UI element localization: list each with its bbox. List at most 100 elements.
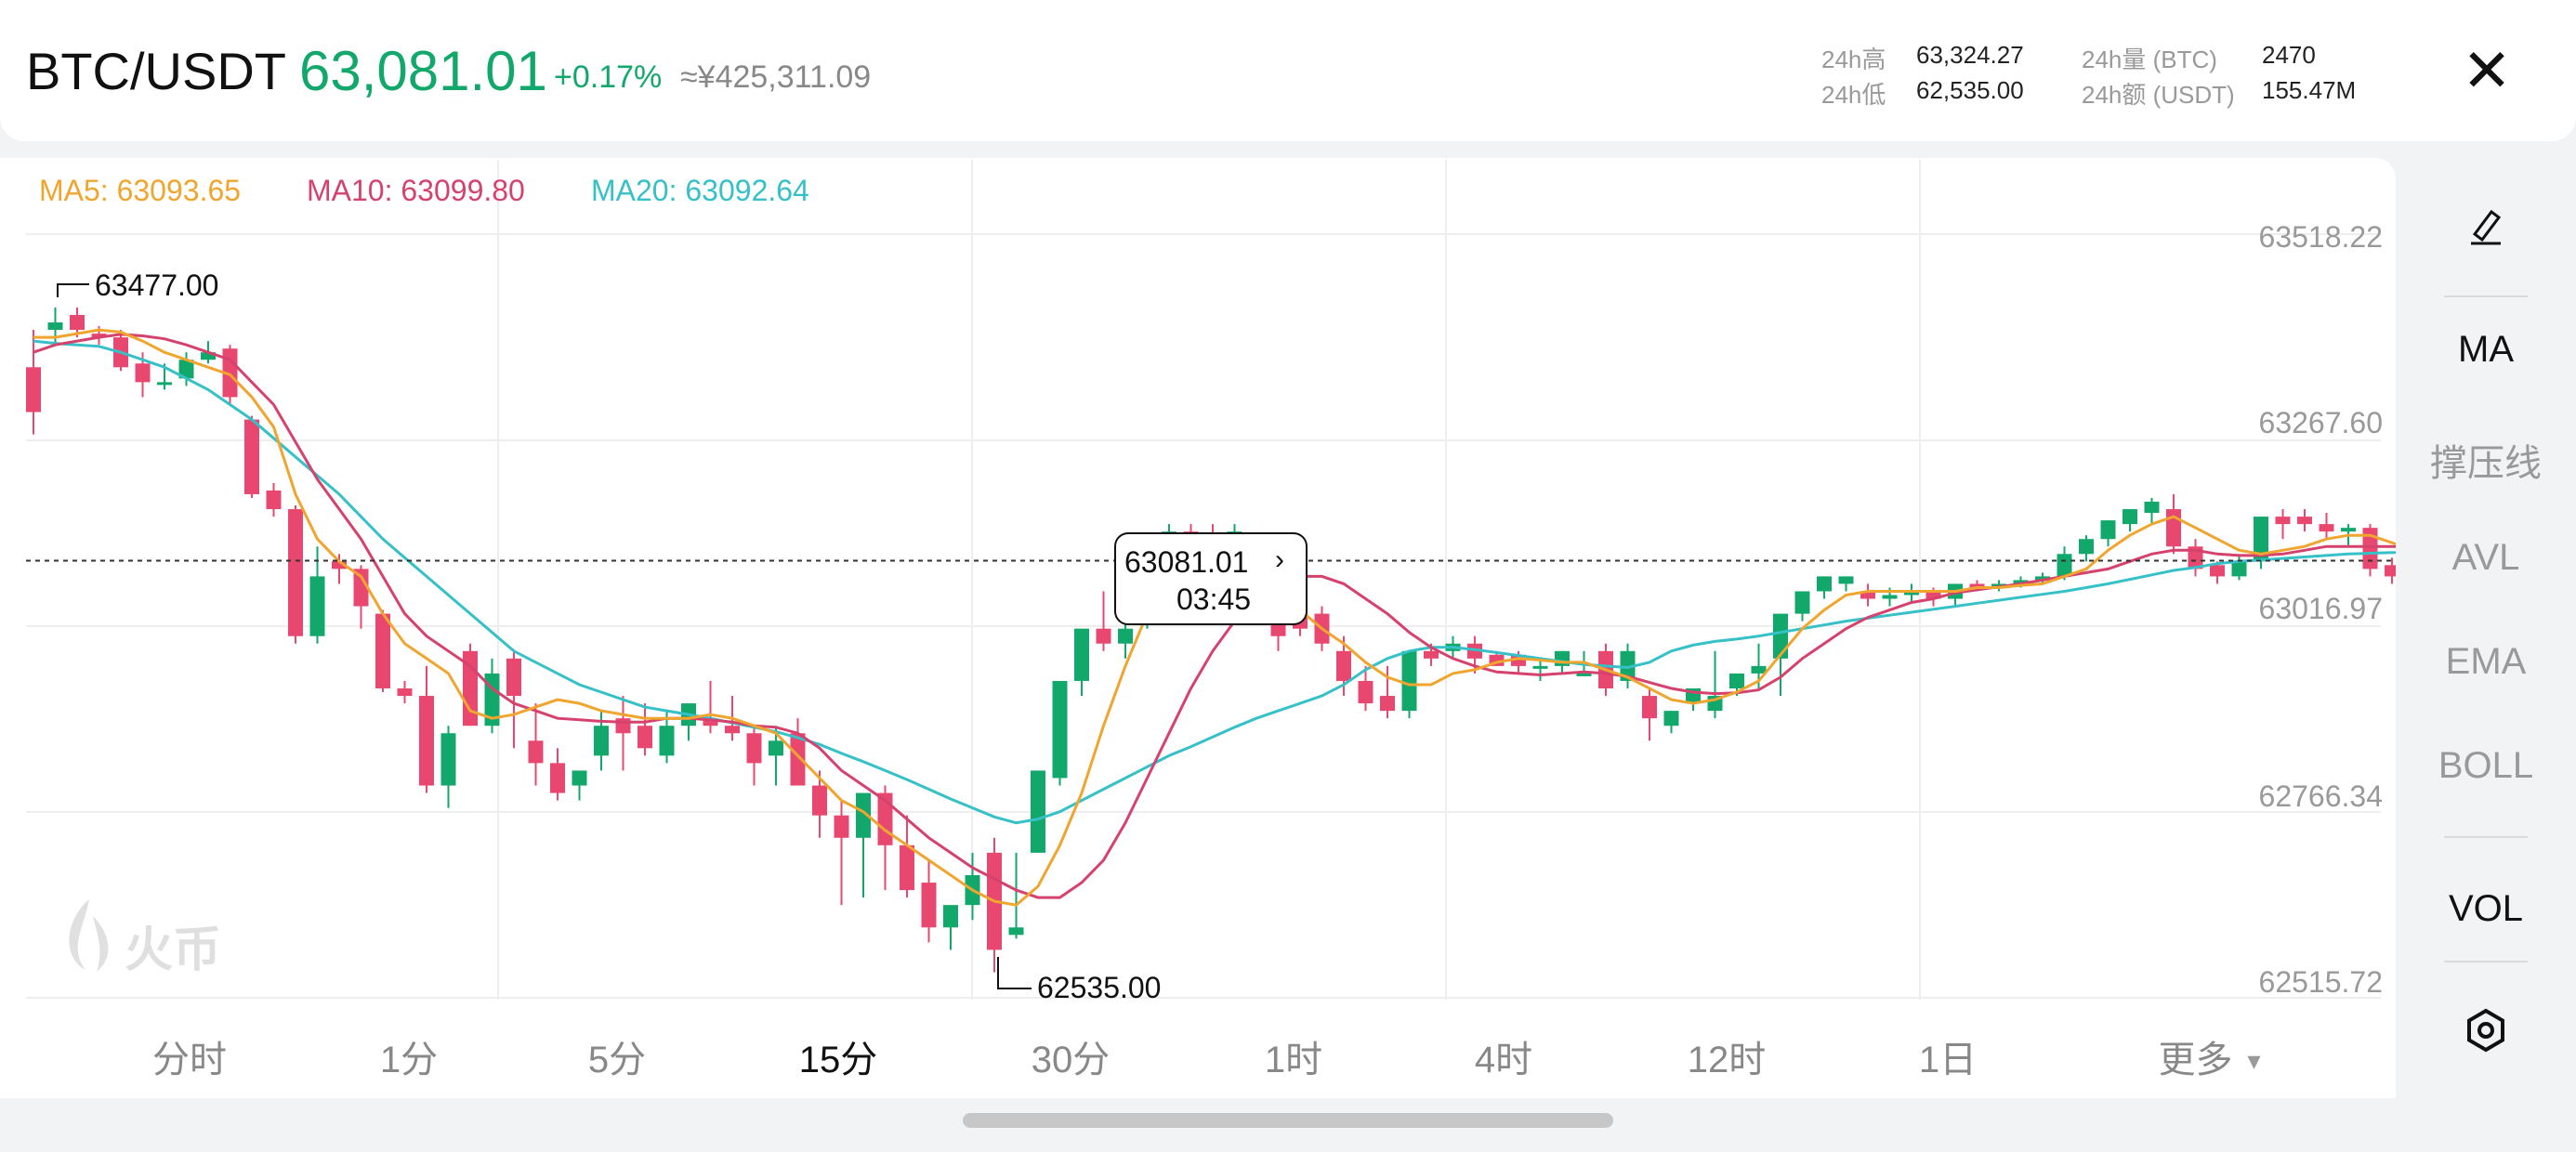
candle-down bbox=[1467, 643, 1482, 659]
candle-up bbox=[2100, 520, 2116, 540]
candle-down bbox=[921, 883, 937, 928]
countdown-label: 03:45 bbox=[1176, 583, 1251, 616]
candle-up bbox=[1729, 673, 1744, 689]
ma20-line bbox=[33, 339, 2396, 825]
candles bbox=[26, 307, 2396, 973]
candle-down bbox=[419, 696, 434, 786]
candle-down bbox=[834, 815, 849, 838]
candle-up bbox=[157, 382, 172, 386]
sidebar-item-boll[interactable]: BOLL bbox=[2438, 745, 2534, 786]
cny-price: ≈¥425,311.09 bbox=[680, 59, 872, 95]
timeframe-tabs: 分时 1分 5分 15分 30分 1时 4时 12时 1日 更多 ▼ bbox=[0, 1005, 2396, 1098]
candle-down bbox=[266, 490, 282, 510]
candle-up bbox=[2057, 554, 2072, 577]
candle-down bbox=[2297, 517, 2312, 525]
sidebar-item-ma[interactable]: MA bbox=[2458, 329, 2514, 370]
candle-up bbox=[769, 740, 783, 756]
y-tick-label: 62766.34 bbox=[2259, 779, 2383, 813]
candle-up bbox=[1620, 650, 1636, 681]
high-label: 63477.00 bbox=[95, 268, 218, 302]
candle-up bbox=[594, 726, 609, 756]
candle-down bbox=[288, 509, 303, 636]
horizontal-scrollbar[interactable] bbox=[963, 1113, 1613, 1128]
candle-down bbox=[506, 658, 521, 697]
ticker-header: BTC/USDT 63,081.01 +0.17% ≈¥425,311.09 2… bbox=[0, 0, 2576, 141]
y-tick-label: 63016.97 bbox=[2259, 592, 2383, 625]
candle-up bbox=[2254, 517, 2268, 562]
tab-15m[interactable]: 15分 bbox=[798, 1040, 878, 1080]
close-icon[interactable]: ✕ bbox=[2462, 37, 2512, 104]
candle-up bbox=[1904, 591, 1919, 596]
candle-up bbox=[659, 726, 675, 756]
candle-up bbox=[1773, 613, 1788, 659]
sidebar-divider bbox=[2444, 836, 2528, 838]
candle-up bbox=[1074, 628, 1089, 681]
candle-up bbox=[1031, 770, 1045, 853]
gear-icon[interactable] bbox=[2396, 1007, 2576, 1063]
candle-up bbox=[201, 352, 216, 360]
tab-1m[interactable]: 1分 bbox=[379, 1040, 439, 1080]
candle-down bbox=[2166, 509, 2181, 547]
tab-12h[interactable]: 12时 bbox=[1687, 1040, 1767, 1080]
candle-up bbox=[2013, 580, 2029, 584]
sidebar-item-vol[interactable]: VOL bbox=[2448, 888, 2524, 929]
ma5-legend: MA5: 63093.65 bbox=[39, 174, 241, 207]
tab-timeshare[interactable]: 分时 bbox=[152, 1040, 227, 1080]
candle-down bbox=[2319, 524, 2334, 532]
tab-1d[interactable]: 1日 bbox=[1918, 1040, 1978, 1080]
candle-up bbox=[2341, 528, 2356, 532]
stat-amount-value: 155.47M bbox=[2262, 76, 2357, 104]
tab-4h[interactable]: 4时 bbox=[1474, 1040, 1533, 1080]
sidebar-divider bbox=[2444, 961, 2528, 962]
tab-more[interactable]: 更多 ▼ bbox=[2159, 1029, 2266, 1083]
huobi-watermark: 火币 bbox=[69, 899, 221, 977]
candle-up bbox=[1555, 650, 1570, 666]
pair-name[interactable]: BTC/USDT bbox=[26, 42, 286, 100]
candle-down bbox=[26, 367, 41, 412]
sidebar-item-ema[interactable]: EMA bbox=[2445, 641, 2527, 682]
ma20-legend: MA20: 63092.64 bbox=[591, 174, 809, 207]
sidebar-item-avl[interactable]: AVL bbox=[2451, 537, 2520, 578]
caret-down-icon: ▼ bbox=[2242, 1049, 2266, 1075]
candle-up bbox=[2123, 509, 2137, 525]
candle-up bbox=[178, 360, 194, 379]
stat-high-label: 24h高 bbox=[1821, 46, 1886, 73]
pen-icon[interactable] bbox=[2396, 203, 2576, 256]
stat-high-value: 63,324.27 bbox=[1916, 41, 2024, 69]
candle-down bbox=[135, 363, 151, 383]
tab-5m[interactable]: 5分 bbox=[587, 1040, 647, 1080]
candle-down bbox=[528, 740, 544, 764]
stat-vol-label: 24h量 (BTC) bbox=[2082, 46, 2217, 73]
watermark-text: 火币 bbox=[125, 923, 221, 977]
candle-down bbox=[353, 569, 369, 607]
candle-up bbox=[1118, 628, 1133, 644]
candle-up bbox=[1576, 673, 1592, 676]
candle-down bbox=[1969, 583, 1985, 588]
last-price: 63,081.01 bbox=[299, 40, 547, 102]
kline-chart[interactable]: 63518.22 63267.60 63016.97 62766.34 62515.72… bbox=[0, 158, 2396, 1005]
candle-down bbox=[2210, 565, 2225, 577]
chevron-right-icon: › bbox=[1275, 544, 1284, 575]
candle-down bbox=[2362, 528, 2378, 569]
candle-down bbox=[746, 733, 762, 764]
candle-down bbox=[1358, 680, 1373, 704]
candle-down bbox=[1925, 591, 1941, 599]
candle-up bbox=[1882, 595, 1898, 599]
candle-up bbox=[1794, 591, 1810, 614]
tab-1h[interactable]: 1时 bbox=[1264, 1040, 1323, 1080]
candle-up bbox=[1008, 927, 1024, 936]
candle-down bbox=[1096, 628, 1111, 644]
stat-amount-label: 24h额 (USDT) bbox=[2082, 81, 2235, 109]
stat-low-value: 62,535.00 bbox=[1916, 76, 2024, 104]
candle-up bbox=[572, 770, 587, 786]
high-annotation: 63477.00 bbox=[57, 268, 218, 302]
candle-up bbox=[2231, 561, 2247, 577]
candle-down bbox=[1380, 696, 1395, 712]
candle-down bbox=[91, 334, 107, 338]
candle-down bbox=[703, 718, 718, 727]
sidebar-divider bbox=[2444, 295, 2528, 297]
candle-down bbox=[1424, 650, 1439, 659]
sidebar-item-support-resistance[interactable]: 撑压线 bbox=[2430, 443, 2542, 484]
tab-30m[interactable]: 30分 bbox=[1031, 1040, 1111, 1080]
current-price-callout[interactable]: 63081.01 › 03:45 bbox=[1114, 532, 1308, 625]
